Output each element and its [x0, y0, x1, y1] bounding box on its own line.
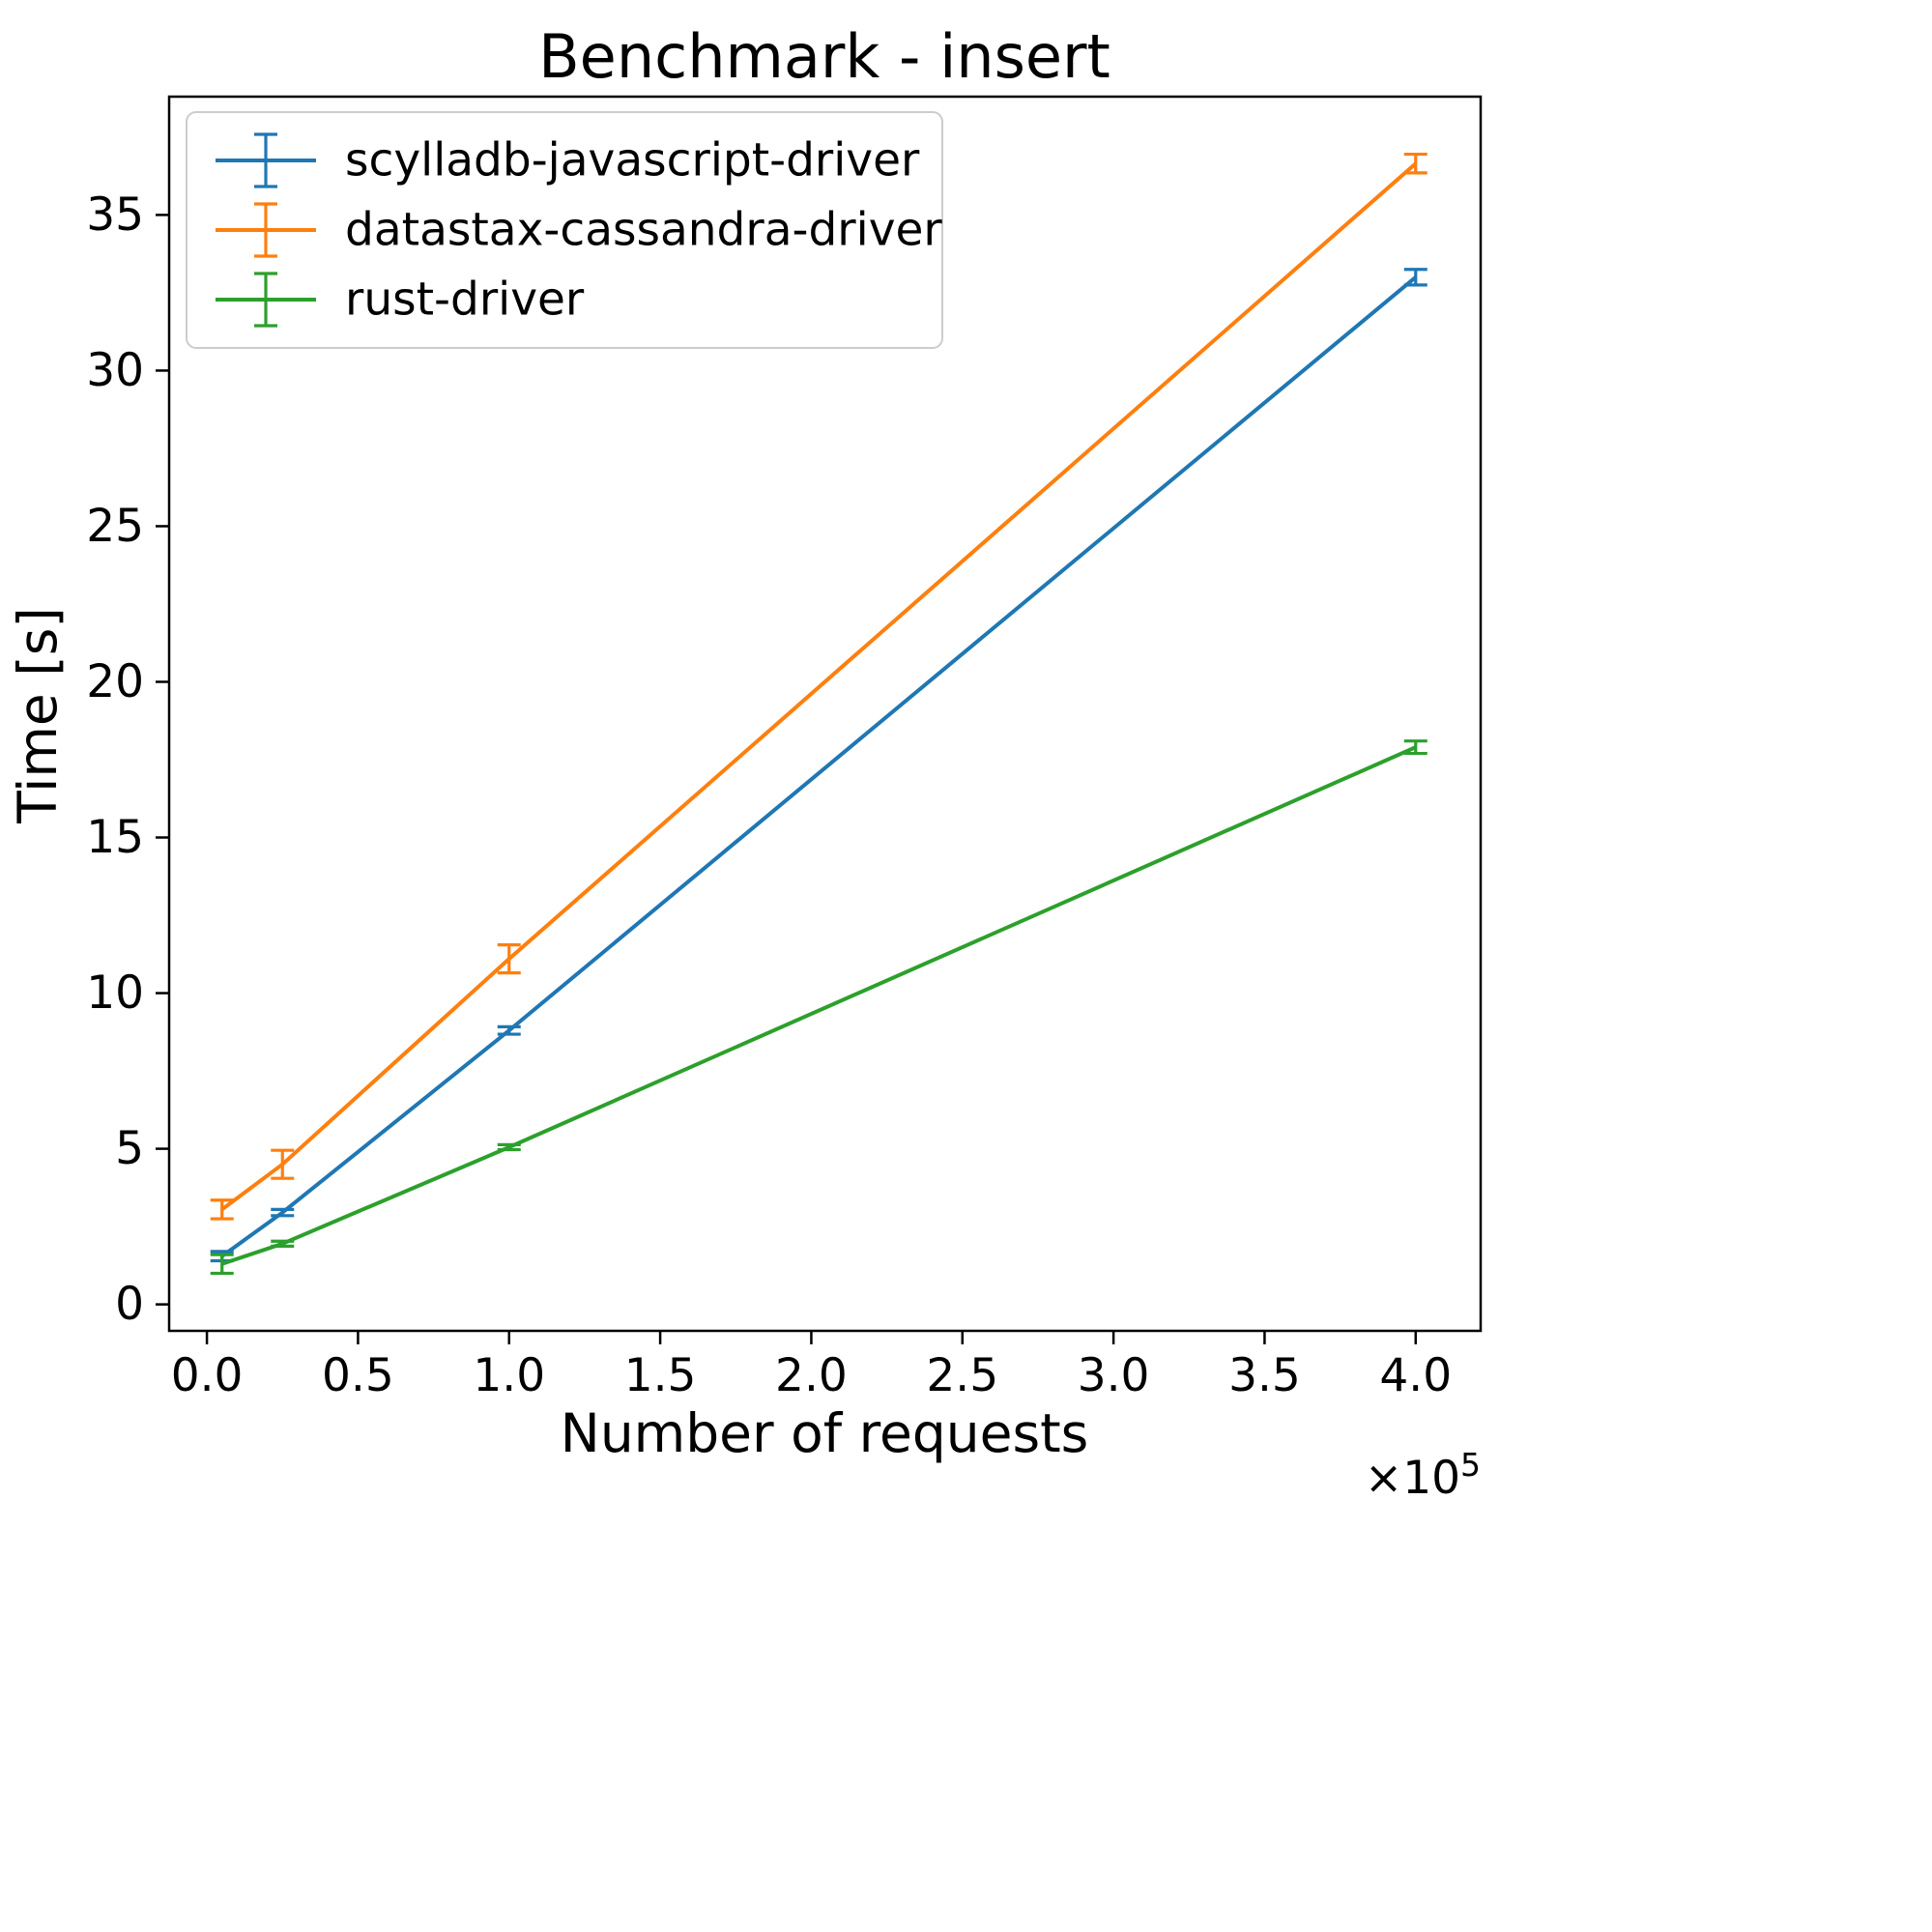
- x-tick-label: 2.0: [775, 1349, 848, 1402]
- y-tick-label: 20: [86, 655, 144, 708]
- y-tick-label: 15: [86, 811, 144, 864]
- y-tick-label: 10: [86, 966, 144, 1020]
- x-axis-offset-text: ×105: [1365, 1446, 1481, 1505]
- legend-item: datastax-cassandra-driver: [216, 202, 942, 258]
- x-tick-label: 3.0: [1078, 1349, 1150, 1402]
- x-tick-label: 2.5: [926, 1349, 998, 1402]
- y-tick-label: 30: [86, 344, 144, 397]
- series-scylladb-javascript-driver: [210, 268, 1427, 1263]
- legend-box: [186, 111, 943, 349]
- x-tick-label: 1.5: [624, 1349, 697, 1402]
- plot-area: 0.0 0.5 1.0 1.5 2.0 2.5 3.0 3.5 4.0 0 5 10 15 20 25 30 3…: [86, 95, 1483, 1505]
- data-line: [220, 161, 1418, 1211]
- x-tick-label: 0.5: [322, 1349, 394, 1402]
- series-rust-driver: [210, 739, 1427, 1276]
- data-line: [220, 275, 1418, 1258]
- x-tick-label: 3.5: [1228, 1349, 1301, 1402]
- y-tick-label: 0: [115, 1278, 144, 1331]
- legend-label: rust-driver: [345, 274, 585, 327]
- plot-border: [167, 95, 1483, 1333]
- y-tick-label: 25: [86, 500, 144, 553]
- x-axis-label: Number of requests: [561, 1402, 1089, 1464]
- legend-item: rust-driver: [216, 272, 585, 328]
- data-line: [221, 745, 1417, 1266]
- legend-item: scylladb-javascript-driver: [216, 132, 920, 188]
- legend-label: datastax-cassandra-driver: [345, 204, 942, 257]
- y-axis-label: Time [s]: [7, 607, 69, 824]
- series-datastax-cassandra-driver: [210, 152, 1427, 1221]
- y-tick-label: 5: [115, 1122, 144, 1175]
- legend: scylladb-javascript-driver datastax-cassa…: [186, 111, 943, 349]
- chart-title: Benchmark - insert: [538, 21, 1110, 92]
- x-tick-label: 4.0: [1379, 1349, 1452, 1402]
- y-tick-label: 35: [86, 188, 144, 242]
- legend-label: scylladb-javascript-driver: [345, 134, 920, 187]
- x-tick-label: 0.0: [171, 1349, 244, 1402]
- x-tick-label: 1.0: [473, 1349, 545, 1402]
